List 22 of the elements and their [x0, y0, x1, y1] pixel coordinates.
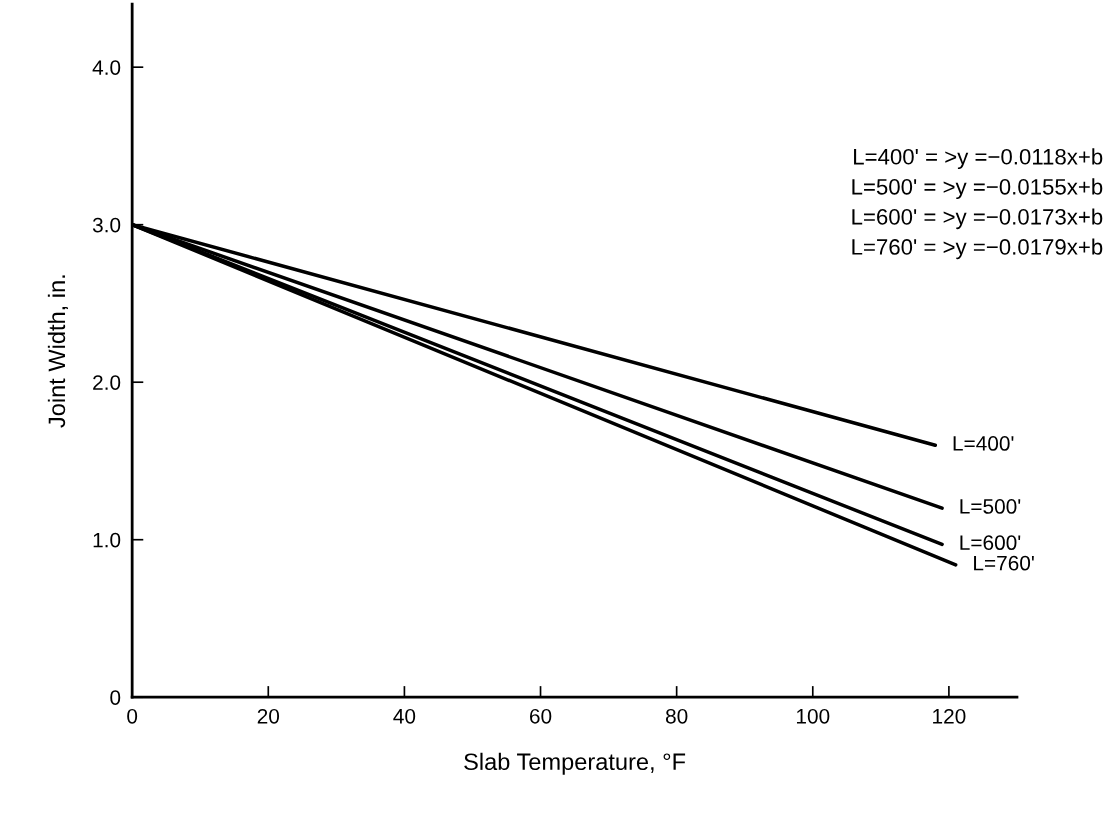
series-label: L=400'	[953, 436, 1014, 451]
y-tick-label: 4.0	[92, 60, 121, 75]
annotation: L=760' = >y =−0.0179x+b	[852, 238, 1103, 260]
y-tick-label: 0	[110, 690, 121, 705]
y-tick-label: 3.0	[92, 217, 121, 233]
x-tick-label: 40	[393, 708, 416, 724]
y-axis-title: Joint Width, in.	[47, 275, 68, 428]
x-tick-label: 60	[530, 708, 552, 724]
series-label: L=600'	[960, 535, 1021, 551]
x-tick-label: 0	[127, 708, 138, 724]
x-axis-title: Slab Temperature, °F	[464, 752, 686, 775]
x-tick-label: 20	[257, 708, 280, 724]
series-label: L=760'	[974, 555, 1034, 571]
y-tick-label: 1.0	[93, 532, 121, 548]
x-tick-label: 80	[665, 708, 688, 724]
annotation: L=500' = >y =−0.0155x+b	[852, 178, 1103, 200]
y-tick-label: 2.0	[93, 375, 121, 390]
x-tick-label: 120	[933, 708, 966, 724]
series-label: L=500'	[960, 499, 1021, 514]
annotation: L=600' = >y =−0.0173x+b	[852, 208, 1103, 230]
annotation: L=400' = >y =−0.0118x+b	[854, 148, 1103, 170]
x-tick-label: 100	[796, 708, 830, 724]
